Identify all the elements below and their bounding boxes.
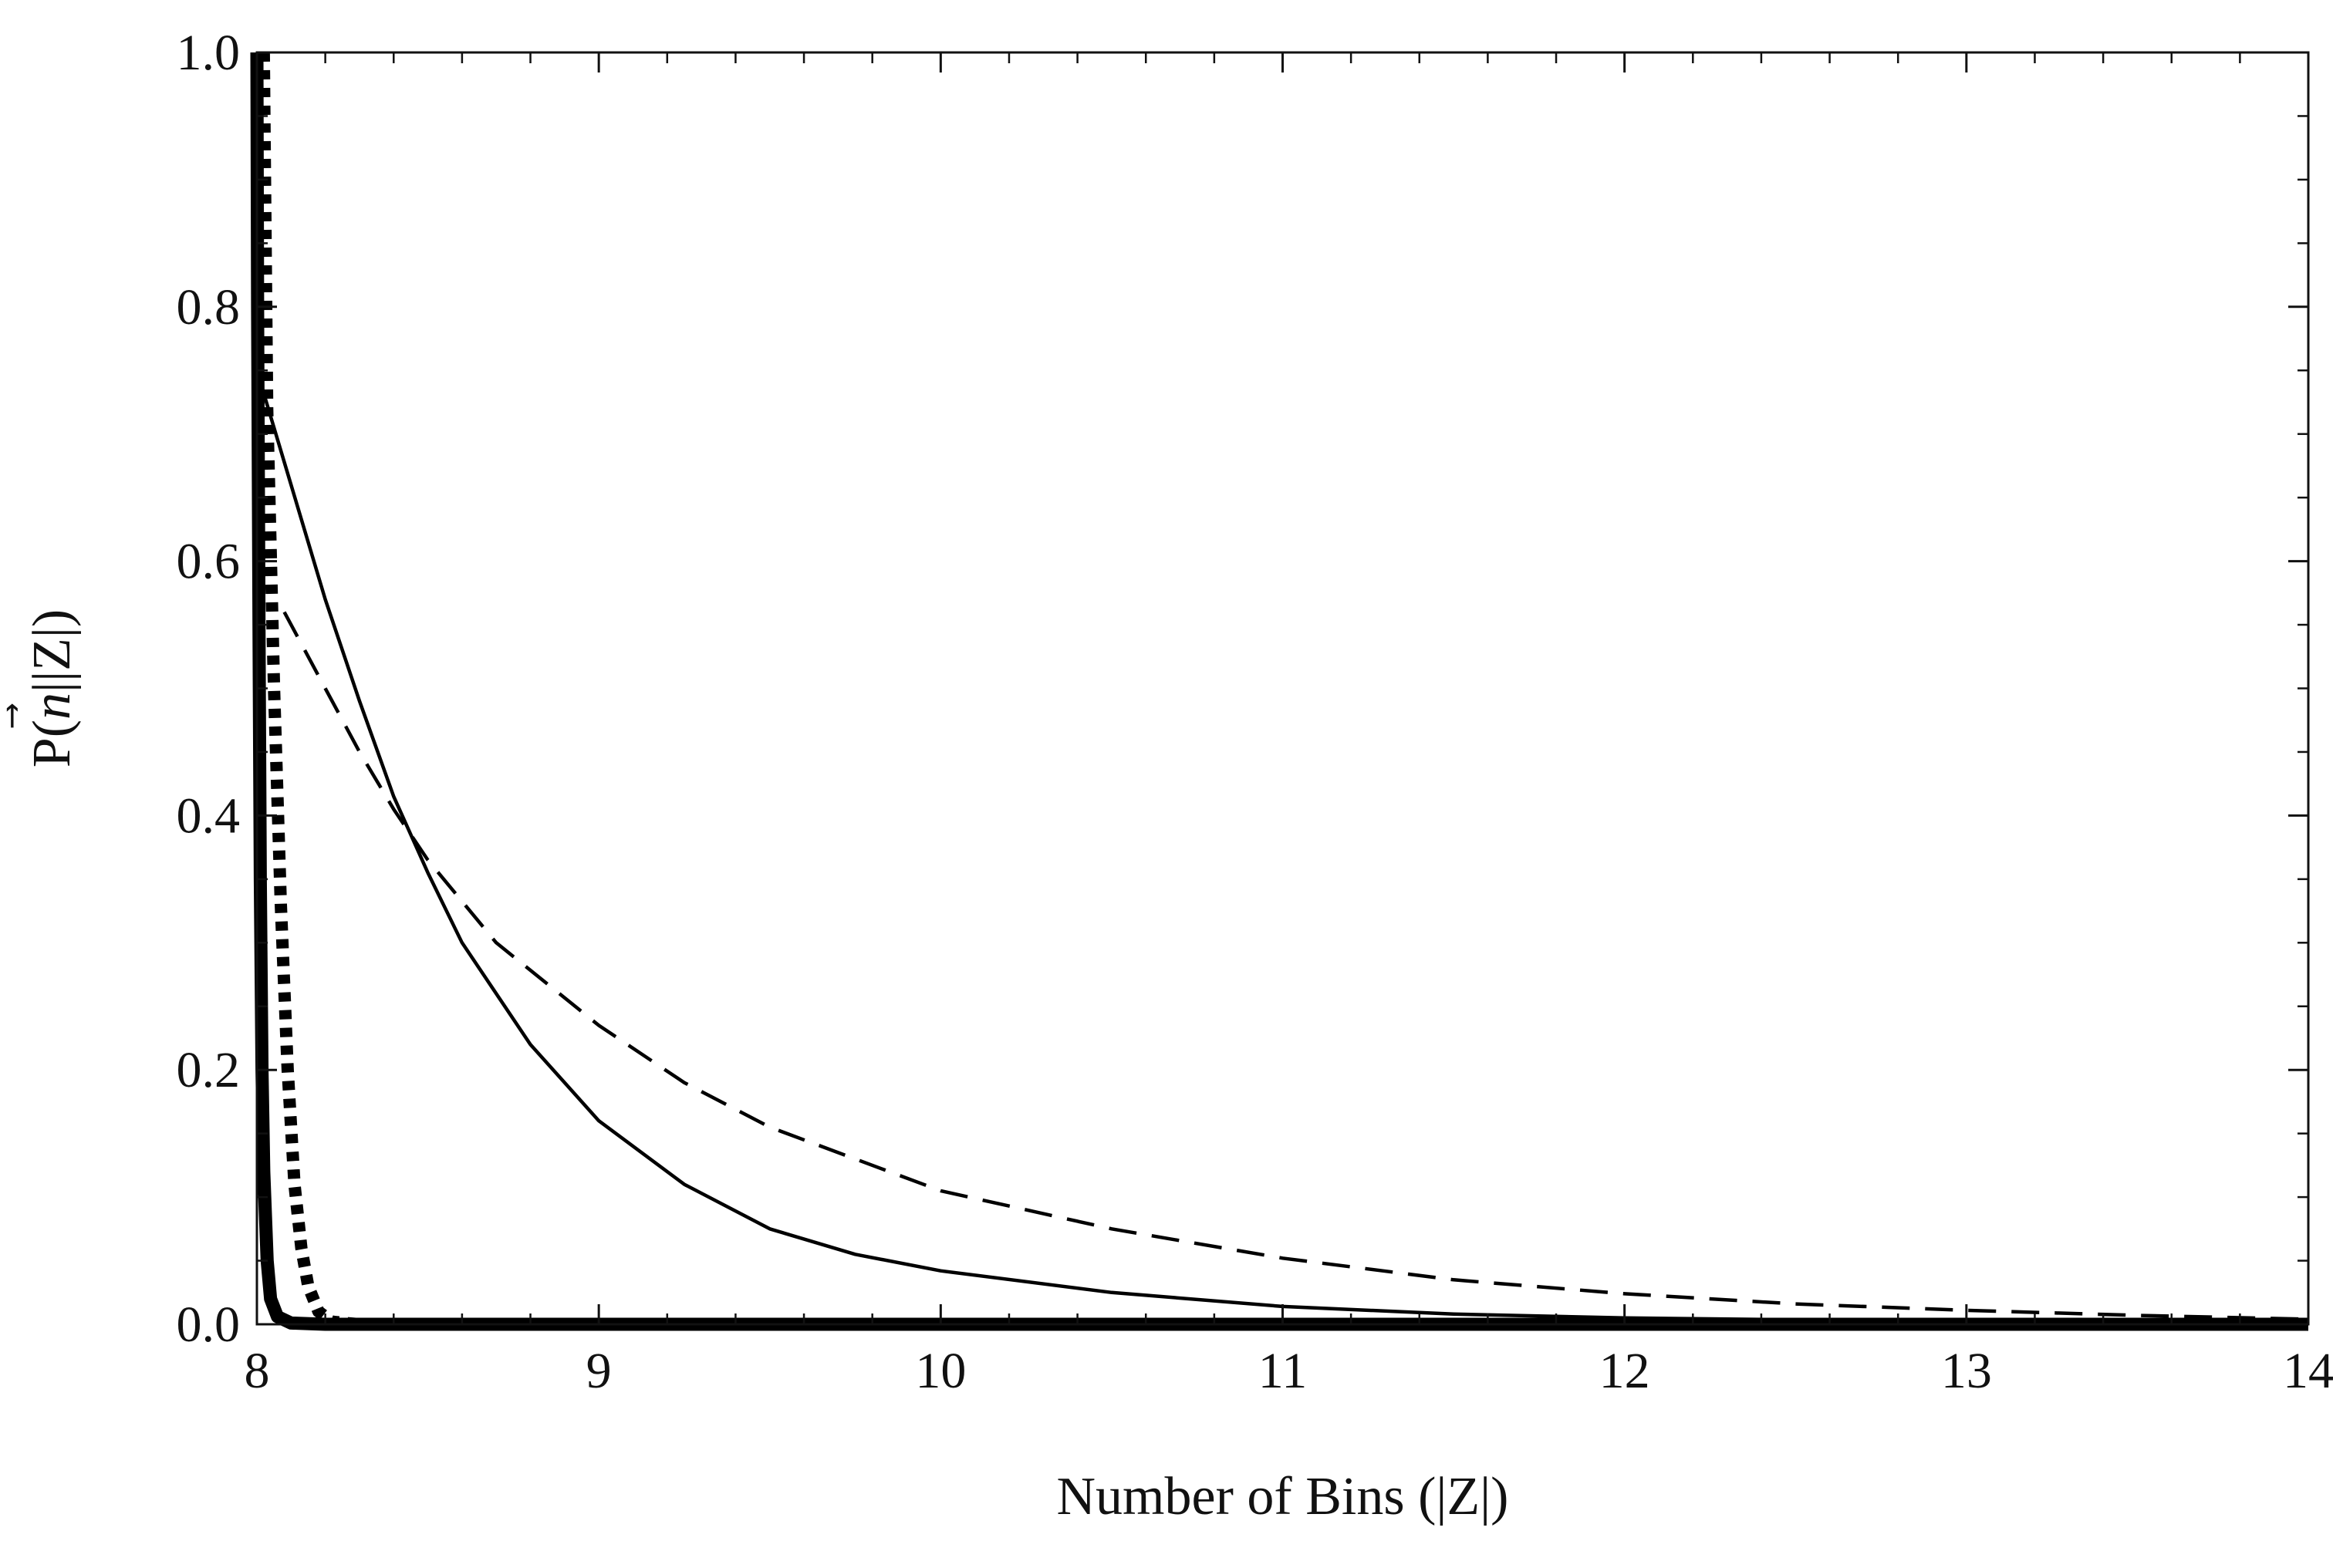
y-axis-title: P(n||Z|)	[22, 609, 82, 767]
y-axis-title-vector: n	[22, 693, 82, 720]
y-tick-label: 0.6	[177, 534, 241, 590]
y-tick-label: 0.0	[177, 1297, 241, 1353]
y-axis-title-suffix: ||Z|)	[22, 609, 82, 693]
y-tick-label: 0.4	[177, 787, 241, 844]
y-axis-vector-arrow: ⃗	[6, 703, 18, 728]
x-axis-title: Number of Bins (|Z|)	[1057, 1467, 1509, 1526]
x-tick-label: 8	[245, 1343, 270, 1399]
x-tick-label: 11	[1258, 1343, 1308, 1399]
series-line-thin-solid	[255, 369, 2309, 1325]
x-tick-label: 9	[586, 1343, 612, 1399]
series-layer	[250, 52, 2309, 1331]
series-line-thick-solid	[250, 52, 2308, 1331]
ticks-layer	[255, 51, 2310, 1326]
series-line-thick-dotted	[257, 52, 2308, 1330]
plot-frame	[255, 51, 2310, 1326]
y-tick-label: 0.8	[177, 279, 241, 336]
series-line-thin-dashed	[282, 611, 2309, 1321]
labels-layer: 8 9 10 11 12 13 14 0.0 0.2 0.4 0.6 0.8 1.0	[177, 25, 2333, 1399]
y-tick-label: 1.0	[177, 25, 241, 81]
x-tick-label: 14	[2283, 1343, 2333, 1399]
x-tick-label: 10	[915, 1343, 966, 1399]
y-tick-label: 0.2	[177, 1042, 241, 1098]
x-tick-label: 12	[1599, 1343, 1650, 1399]
y-axis-title-prefix: P(	[22, 720, 82, 767]
x-tick-label: 13	[1941, 1343, 1992, 1399]
